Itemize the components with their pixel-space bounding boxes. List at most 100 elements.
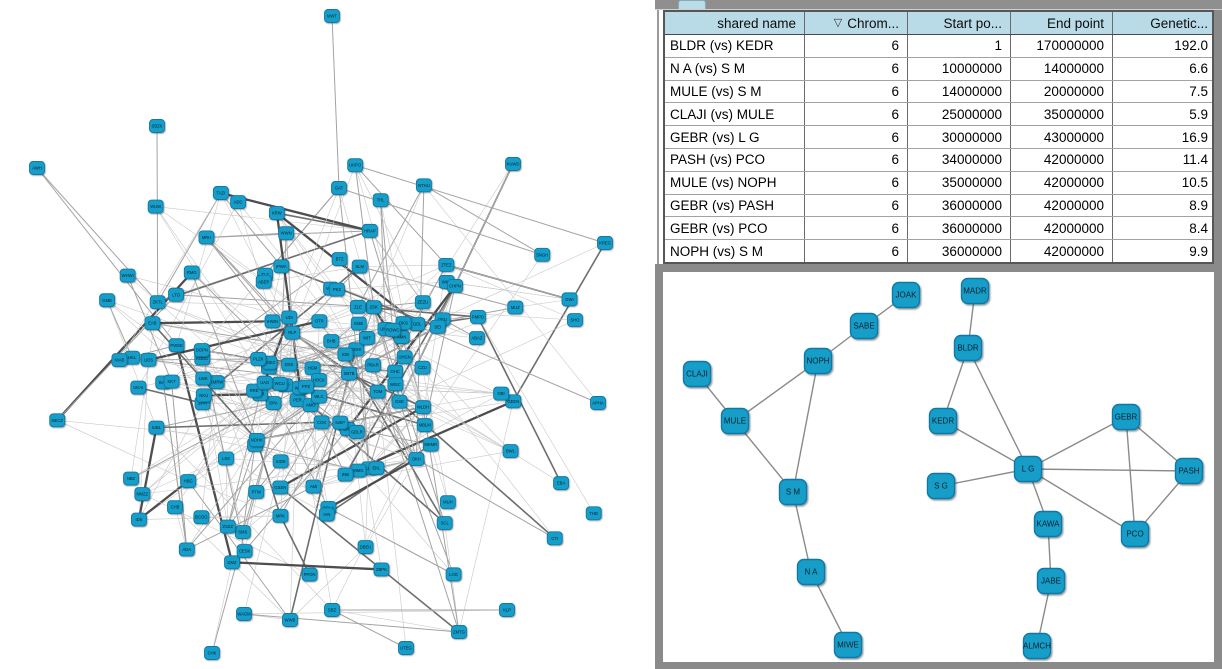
network-node[interactable]: SBTB (341, 366, 357, 381)
network-node[interactable]: GEEN (505, 394, 522, 409)
network-node-kawa[interactable]: KAWA (1033, 510, 1063, 538)
network-node[interactable]: PLZK (250, 351, 267, 366)
network-edge[interactable] (734, 360, 819, 422)
column-header-end-point[interactable]: End point (1011, 12, 1113, 34)
node-shape[interactable] (926, 472, 956, 500)
node-shape[interactable] (248, 484, 265, 499)
node-shape[interactable] (1111, 403, 1141, 431)
network-node[interactable]: CZU (414, 360, 431, 375)
network-node[interactable]: OBI (493, 386, 510, 401)
network-edge[interactable] (155, 206, 266, 383)
network-node[interactable]: NBZ (123, 471, 140, 486)
node-shape[interactable] (212, 186, 229, 200)
node-shape[interactable] (256, 375, 273, 390)
node-shape[interactable] (357, 540, 374, 554)
node-shape[interactable] (350, 299, 366, 314)
node-shape[interactable] (250, 351, 267, 366)
node-shape[interactable] (365, 300, 382, 315)
node-shape[interactable] (298, 379, 314, 394)
network-node[interactable]: WWN (278, 226, 295, 241)
network-node-miwe[interactable]: MIWE (833, 631, 863, 659)
node-shape[interactable] (499, 603, 515, 617)
network-edge[interactable] (157, 230, 371, 303)
node-shape[interactable] (507, 300, 524, 315)
network-edge[interactable] (171, 381, 417, 460)
node-shape[interactable] (429, 319, 446, 334)
network-node[interactable]: EME (350, 316, 367, 331)
network-edge[interactable] (206, 237, 417, 460)
table-row[interactable]: BLDR (vs) KEDR 6 1 170000000 192.0 (665, 35, 1212, 58)
network-edge[interactable] (349, 373, 502, 394)
network-edge[interactable] (292, 332, 350, 374)
network-edge[interactable] (373, 301, 423, 308)
network-edge[interactable] (276, 212, 338, 290)
node-shape[interactable] (236, 607, 252, 621)
node-shape[interactable] (347, 158, 364, 173)
network-node[interactable]: NIAB (111, 353, 128, 368)
node-shape[interactable] (1036, 567, 1066, 595)
node-shape[interactable] (387, 377, 404, 392)
network-node[interactable]: LSS (218, 451, 234, 466)
node-shape[interactable] (1120, 520, 1150, 548)
network-edge[interactable] (356, 264, 447, 433)
network-edge[interactable] (201, 382, 217, 518)
network-node-bldr[interactable]: BLDR (953, 334, 983, 362)
network-node[interactable]: EAB (144, 316, 161, 331)
node-shape[interactable] (193, 510, 210, 525)
network-node[interactable]: RMG (183, 265, 200, 280)
network-node[interactable]: MEMR (422, 437, 439, 452)
network-edge[interactable] (206, 237, 357, 350)
network-edge[interactable] (355, 164, 606, 244)
network-edge[interactable] (163, 332, 293, 383)
network-node[interactable]: CHB (167, 500, 183, 515)
network-edge[interactable] (186, 486, 314, 550)
network-edge[interactable] (138, 386, 203, 404)
network-edge[interactable] (106, 300, 217, 383)
network-edge[interactable] (237, 201, 357, 350)
node-shape[interactable] (682, 360, 712, 388)
node-shape[interactable] (369, 384, 386, 399)
network-node[interactable]: IUEP (332, 415, 349, 430)
network-node[interactable]: WISC (387, 377, 404, 392)
network-node[interactable]: CESK (236, 544, 253, 558)
network-node[interactable]: INB (337, 467, 354, 482)
network-node[interactable]: SMS (234, 525, 251, 540)
network-edge[interactable] (206, 237, 273, 322)
node-shape[interactable] (396, 350, 413, 365)
node-shape[interactable] (505, 157, 521, 171)
node-shape[interactable] (272, 480, 289, 495)
node-shape[interactable] (195, 371, 212, 386)
network-node[interactable]: ZBPK (373, 562, 390, 577)
node-shape[interactable] (720, 407, 750, 435)
network-node[interactable]: WWB (282, 613, 298, 627)
node-shape[interactable] (195, 388, 212, 403)
network-node[interactable]: IPWA (273, 259, 290, 274)
node-shape[interactable] (167, 500, 183, 515)
network-node[interactable]: WLC (310, 389, 327, 404)
network-edge[interactable] (338, 187, 543, 256)
network-edge[interactable] (130, 402, 274, 480)
network-edge[interactable] (331, 609, 460, 633)
network-node[interactable]: ZSK (365, 300, 382, 315)
node-shape[interactable] (224, 555, 241, 570)
network-edge[interactable] (244, 428, 349, 552)
node-shape[interactable] (318, 507, 335, 522)
network-node[interactable]: GSSN (272, 480, 289, 495)
network-node[interactable]: GME (99, 293, 116, 308)
network-node[interactable]: APHA (590, 396, 606, 410)
network-node[interactable]: HGM (304, 361, 321, 376)
network-edge[interactable] (330, 340, 341, 423)
node-shape[interactable] (849, 312, 879, 340)
table-row[interactable]: MULE (vs) NOPH 6 35000000 42000000 10.5 (665, 171, 1212, 195)
network-edge[interactable] (348, 372, 424, 408)
main-network-canvas[interactable]: MWT GAT SBZK AWH KUWD KREG APHA CHK UTEG ZMTG KLP W… (0, 0, 655, 669)
network-edge[interactable] (157, 192, 222, 303)
network-edge[interactable] (512, 242, 606, 402)
node-shape[interactable] (183, 265, 200, 280)
node-shape[interactable] (219, 519, 236, 534)
network-node-sabe[interactable]: SABE (849, 312, 879, 340)
network-edge[interactable] (321, 422, 454, 575)
node-shape[interactable] (891, 281, 921, 309)
node-shape[interactable] (439, 495, 456, 510)
network-edge[interactable] (423, 185, 599, 404)
